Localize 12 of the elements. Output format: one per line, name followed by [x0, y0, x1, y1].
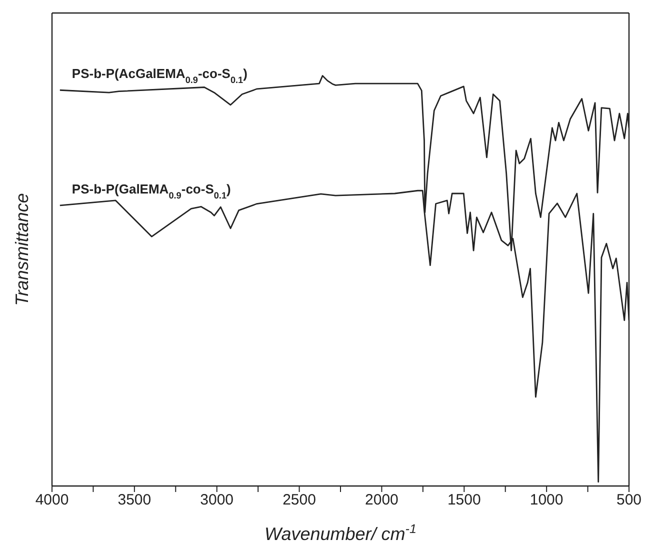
x-tick-label: 2000	[365, 492, 398, 509]
x-tick-label: 4000	[35, 492, 69, 509]
x-tick-label: 500	[616, 492, 642, 509]
y-axis-title: Transmittance	[12, 193, 32, 306]
x-tick-label: 2500	[282, 492, 316, 509]
x-axis-title: Wavenumber/ cm$^{-1}$	[264, 522, 416, 544]
series-label: PS-b-P(GalEMA$_{0.9}$-co-S$_{0.1}$)	[72, 181, 231, 200]
x-tick-label: 1000	[530, 492, 564, 509]
x-tick-label: 1500	[447, 492, 481, 509]
x-tick-label: 3000	[200, 492, 234, 509]
x-tick-label: 3500	[118, 492, 152, 509]
series-label: PS-b-P(AcGalEMA$_{0.9}$-co-S$_{0.1}$)	[72, 66, 248, 86]
